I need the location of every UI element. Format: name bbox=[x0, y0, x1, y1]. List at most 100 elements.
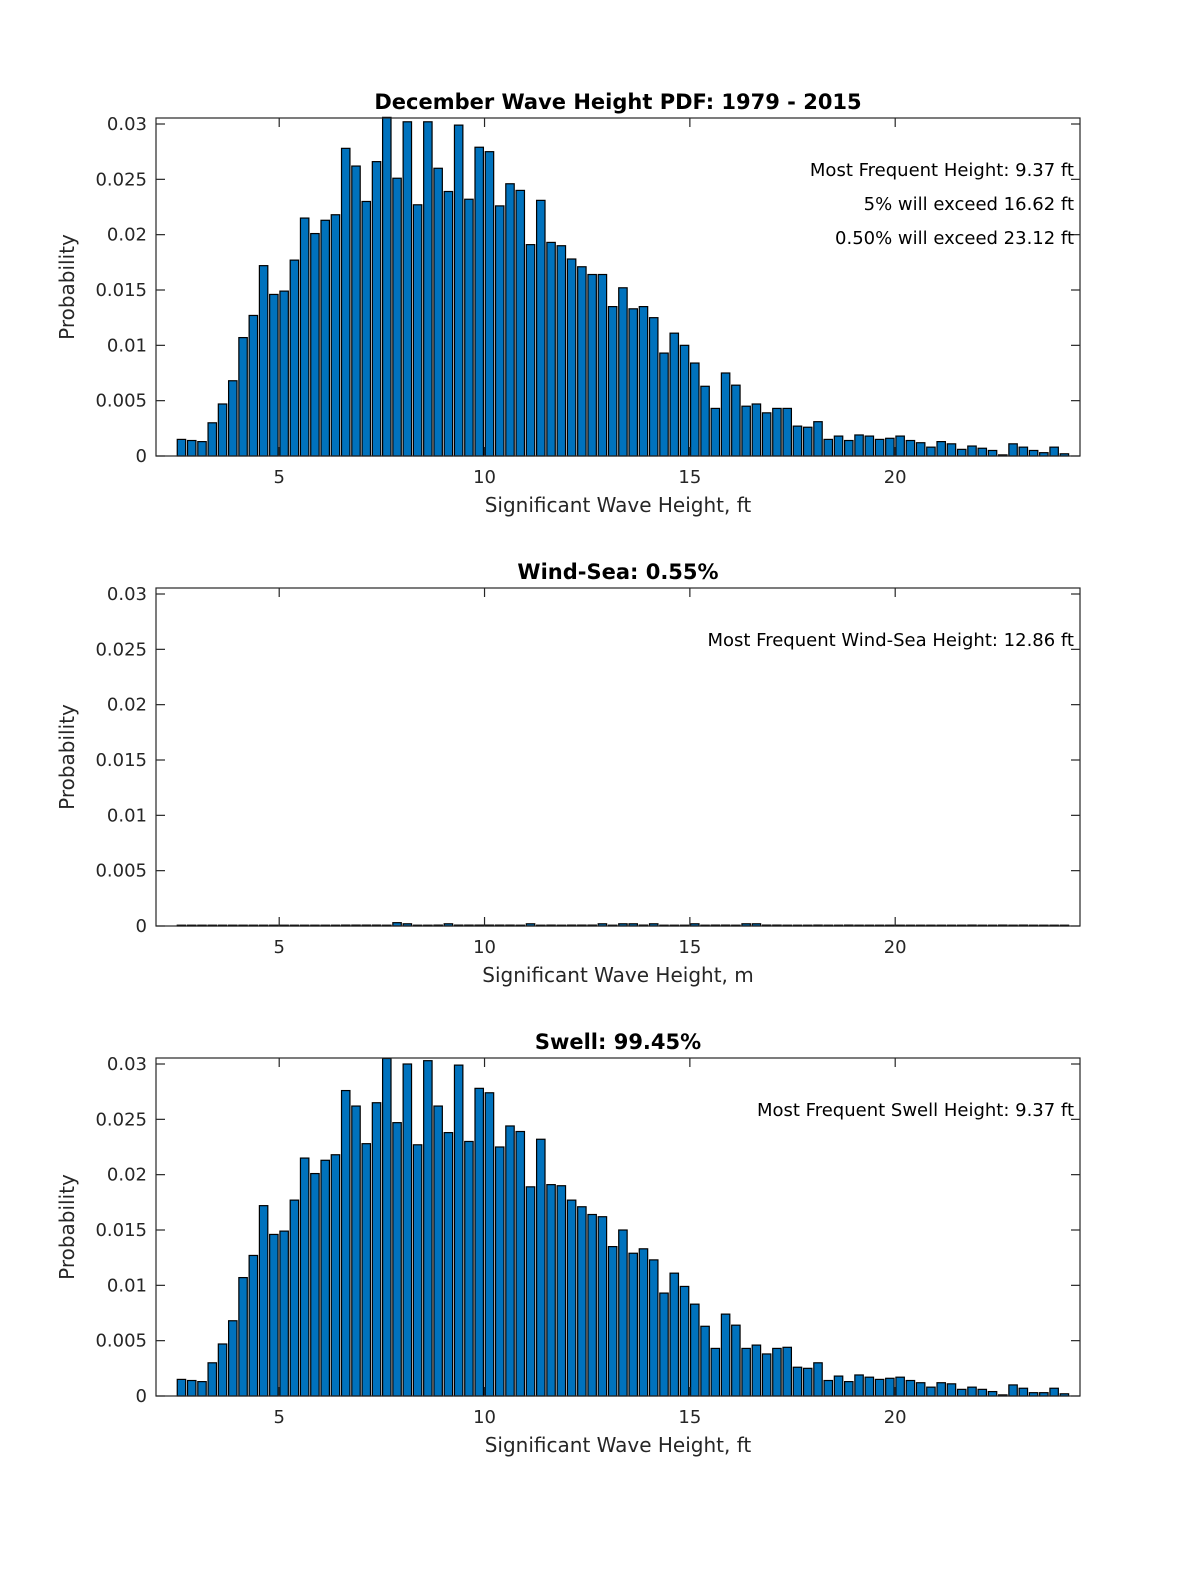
bar bbox=[638, 1248, 649, 1397]
y-axis-label: Probability bbox=[55, 234, 79, 340]
annotation: Most Frequent Swell Height: 9.37 ft bbox=[757, 1100, 1074, 1121]
y-tick-label: 0.03 bbox=[107, 584, 147, 605]
x-axis-label: Significant Wave Height, ft bbox=[485, 1433, 752, 1457]
bar bbox=[936, 441, 947, 457]
bar bbox=[618, 287, 628, 457]
bar bbox=[864, 1376, 875, 1397]
bar bbox=[289, 1199, 300, 1397]
bar bbox=[423, 121, 433, 457]
bar bbox=[474, 1087, 485, 1397]
bar bbox=[299, 1157, 310, 1397]
y-tick-label: 0.025 bbox=[95, 169, 147, 190]
bar bbox=[843, 1381, 854, 1397]
bar bbox=[720, 372, 731, 457]
bar bbox=[987, 1390, 998, 1397]
bar bbox=[679, 1285, 690, 1397]
bar bbox=[802, 426, 813, 457]
bar bbox=[197, 1381, 207, 1397]
bar bbox=[967, 445, 977, 457]
y-tick-label: 0.02 bbox=[107, 1165, 147, 1186]
x-tick-label: 20 bbox=[884, 467, 907, 488]
bar bbox=[330, 214, 341, 457]
y-tick-label: 0.01 bbox=[107, 335, 147, 356]
annotation: 5% will exceed 16.62 ft bbox=[864, 194, 1074, 215]
bar bbox=[535, 199, 546, 457]
y-tick-label: 0.015 bbox=[95, 750, 147, 771]
bar bbox=[782, 1346, 793, 1397]
y-tick-label: 0 bbox=[136, 1386, 147, 1407]
chart-title: Wind-Sea: 0.55% bbox=[517, 560, 718, 584]
bar bbox=[556, 245, 567, 457]
bar bbox=[741, 1347, 751, 1397]
bar bbox=[505, 1125, 515, 1397]
bar bbox=[926, 446, 936, 457]
bar bbox=[515, 1130, 526, 1397]
bar bbox=[484, 1092, 495, 1397]
bar bbox=[597, 273, 608, 457]
x-tick-label: 5 bbox=[273, 1407, 284, 1428]
bar bbox=[885, 437, 895, 457]
bar bbox=[546, 1184, 556, 1397]
bar bbox=[813, 1362, 823, 1397]
bar bbox=[279, 290, 289, 457]
bar bbox=[710, 1347, 721, 1397]
bar bbox=[402, 121, 413, 457]
bar bbox=[731, 1324, 741, 1397]
y-tick-label: 0.01 bbox=[107, 805, 147, 826]
bar bbox=[279, 1230, 289, 1397]
bar bbox=[299, 217, 310, 457]
bar bbox=[1049, 1387, 1059, 1397]
bar bbox=[227, 1320, 238, 1397]
x-tick-label: 15 bbox=[678, 937, 701, 958]
bar bbox=[833, 1375, 844, 1397]
y-tick-label: 0.005 bbox=[95, 1331, 147, 1352]
bar bbox=[320, 1159, 331, 1397]
bar bbox=[381, 1057, 392, 1397]
bar bbox=[843, 439, 854, 457]
bar bbox=[864, 435, 875, 457]
bar bbox=[956, 1388, 967, 1397]
bar bbox=[731, 384, 741, 457]
bar bbox=[197, 441, 207, 457]
bar bbox=[310, 232, 320, 457]
bar bbox=[1049, 446, 1059, 457]
bar bbox=[946, 443, 957, 457]
bar bbox=[392, 177, 402, 457]
bar bbox=[751, 1344, 762, 1397]
bar bbox=[895, 1376, 905, 1397]
chart-title: Swell: 99.45% bbox=[535, 1030, 701, 1054]
y-axis-label: Probability bbox=[55, 1174, 79, 1280]
bar bbox=[823, 438, 834, 457]
bar bbox=[628, 1252, 639, 1397]
bar bbox=[412, 1144, 423, 1397]
bar bbox=[895, 435, 905, 457]
bar bbox=[176, 438, 187, 457]
bar bbox=[577, 1206, 587, 1397]
bar bbox=[607, 306, 618, 457]
bar bbox=[525, 244, 536, 457]
bar bbox=[967, 1386, 977, 1397]
bar bbox=[587, 273, 597, 457]
bar bbox=[443, 1132, 454, 1397]
bar bbox=[813, 421, 823, 457]
bar bbox=[269, 293, 279, 457]
bar bbox=[423, 1060, 433, 1397]
bar bbox=[248, 1254, 259, 1397]
bar bbox=[659, 352, 669, 457]
bar bbox=[751, 403, 762, 457]
bar bbox=[227, 380, 238, 457]
bar bbox=[854, 434, 864, 457]
bar bbox=[340, 1089, 351, 1397]
bar bbox=[330, 1154, 341, 1397]
bar bbox=[464, 198, 474, 457]
bar bbox=[833, 435, 844, 457]
bar bbox=[689, 1303, 700, 1397]
bar bbox=[905, 1379, 916, 1397]
bar bbox=[956, 448, 967, 457]
bar bbox=[926, 1386, 936, 1397]
bar bbox=[669, 332, 680, 457]
bar bbox=[269, 1233, 279, 1397]
y-tick-label: 0.005 bbox=[95, 391, 147, 412]
bar bbox=[566, 258, 577, 457]
bar bbox=[987, 449, 998, 457]
